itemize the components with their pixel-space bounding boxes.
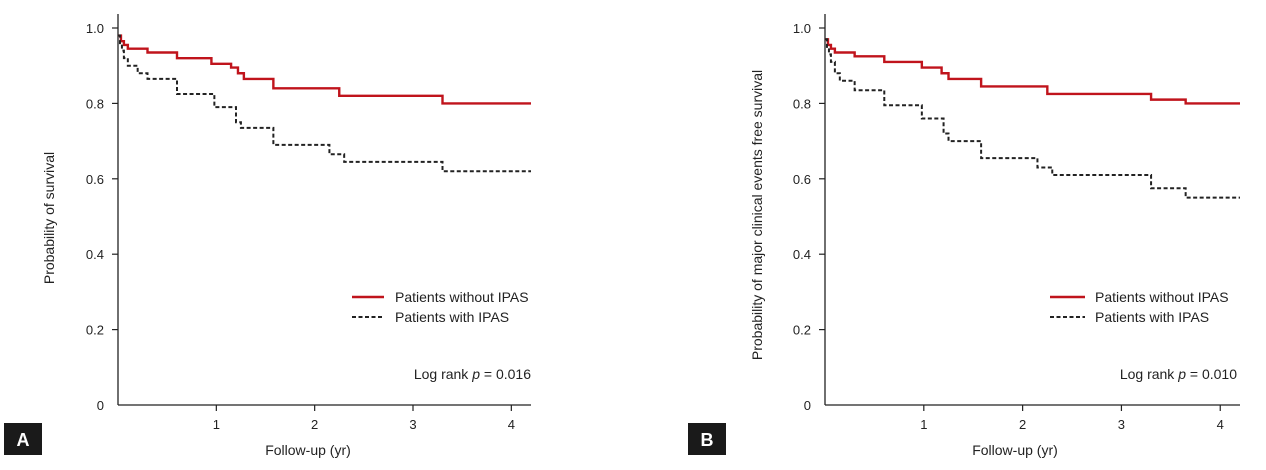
y-tick-label: 0.4 xyxy=(86,247,104,262)
y-tick-label: 1.0 xyxy=(86,21,104,36)
series-line-without-ipas xyxy=(825,38,1240,105)
panel-label: A xyxy=(17,430,30,450)
y-tick-label: 0.2 xyxy=(793,323,811,338)
panel-a: Probability of survival Follow-up (yr) 0… xyxy=(4,14,531,458)
x-tick-label: 3 xyxy=(1118,417,1125,432)
legend-label-with-ipas: Patients with IPAS xyxy=(395,309,509,325)
panel-label: B xyxy=(701,430,714,450)
x-tick-label: 3 xyxy=(409,417,416,432)
legend-label-without-ipas: Patients without IPAS xyxy=(1095,289,1229,305)
x-axis-label: Follow-up (yr) xyxy=(972,442,1058,458)
x-tick-label: 1 xyxy=(920,417,927,432)
y-tick-label: 0.8 xyxy=(86,96,104,111)
x-tick-label: 2 xyxy=(1019,417,1026,432)
x-tick-label: 2 xyxy=(311,417,318,432)
y-tick-label: 1.0 xyxy=(793,21,811,36)
series-line-with-ipas xyxy=(825,38,1240,199)
legend-label-with-ipas: Patients with IPAS xyxy=(1095,309,1209,325)
panel-b: Probability of major clinical events fre… xyxy=(688,14,1240,458)
y-tick-label: 0.2 xyxy=(86,323,104,338)
x-tick-label: 4 xyxy=(1217,417,1224,432)
y-tick-label: 0 xyxy=(97,398,104,413)
y-axis-label: Probability of major clinical events fre… xyxy=(749,70,765,360)
x-axis-label: Follow-up (yr) xyxy=(265,442,351,458)
series-line-with-ipas xyxy=(118,34,531,173)
x-tick-label: 1 xyxy=(213,417,220,432)
log-rank-annotation: Log rank p = 0.016 xyxy=(414,366,531,382)
y-tick-label: 0.6 xyxy=(86,172,104,187)
legend: Patients without IPAS Patients with IPAS xyxy=(1050,289,1229,325)
panel-label-box xyxy=(4,423,42,455)
legend: Patients without IPAS Patients with IPAS xyxy=(352,289,529,325)
plot-area: 0 0.2 0.4 0.6 0.8 1.0 1 2 3 4 xyxy=(86,14,531,432)
y-axis-label: Probability of survival xyxy=(41,152,57,284)
x-tick-label: 4 xyxy=(508,417,515,432)
y-tick-label: 0.8 xyxy=(793,96,811,111)
log-rank-annotation: Log rank p = 0.010 xyxy=(1120,366,1237,382)
y-tick-label: 0.6 xyxy=(793,172,811,187)
legend-label-without-ipas: Patients without IPAS xyxy=(395,289,529,305)
panel-label-box xyxy=(688,423,726,455)
series-line-without-ipas xyxy=(118,34,531,105)
plot-area: 0 0.2 0.4 0.6 0.8 1.0 1 2 3 4 xyxy=(793,14,1240,432)
y-tick-label: 0.4 xyxy=(793,247,811,262)
y-tick-label: 0 xyxy=(804,398,811,413)
